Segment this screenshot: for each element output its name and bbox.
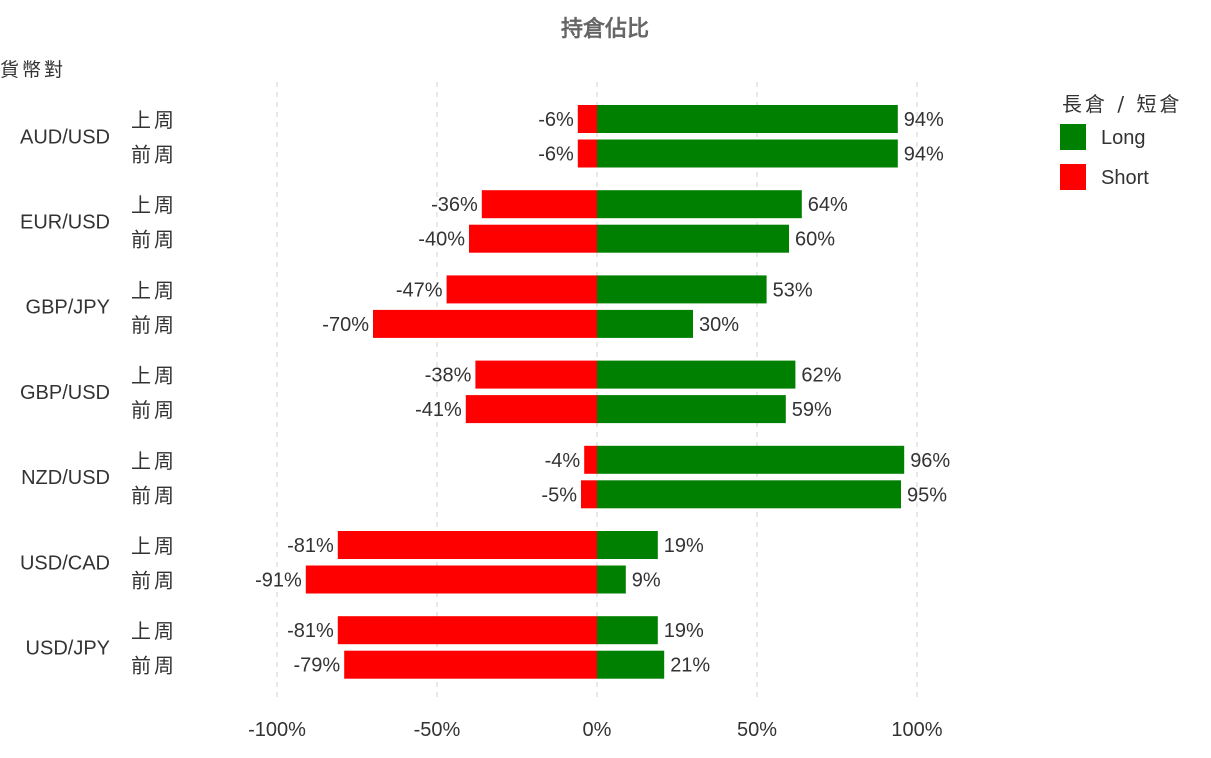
- data-labels: -6% 94% -6% 94% -36% 64% -40% 60% -47% 53% -70% 30%…: [255, 109, 950, 677]
- legend-title: 長倉 / 短倉: [1062, 92, 1182, 116]
- period-label: 前周: [131, 569, 177, 593]
- short-bar: [373, 309, 597, 338]
- short-legend-label: Short: [1101, 167, 1149, 189]
- period-label: 前周: [131, 654, 177, 678]
- short-legend-swatch: [1060, 164, 1086, 190]
- long-value-label: 62%: [801, 365, 841, 387]
- period-label: 上周: [131, 449, 177, 473]
- period-label: 前周: [131, 313, 177, 337]
- short-value-label: -41%: [415, 399, 462, 421]
- period-label: 前周: [131, 228, 177, 252]
- long-bar: [597, 275, 767, 304]
- grid-lines: [276, 82, 918, 702]
- short-bar: [465, 395, 597, 424]
- short-bar: [577, 139, 597, 168]
- long-bar: [597, 616, 658, 645]
- chart-title: 持倉佔比: [561, 16, 649, 42]
- bars: [305, 105, 905, 679]
- short-value-label: -79%: [293, 655, 340, 677]
- long-bar: [597, 480, 901, 509]
- long-value-label: 19%: [664, 535, 704, 557]
- short-bar: [581, 480, 597, 509]
- long-value-label: 30%: [699, 314, 739, 336]
- short-value-label: -5%: [541, 484, 577, 506]
- long-bar: [597, 190, 802, 219]
- long-value-label: 19%: [664, 620, 704, 642]
- short-value-label: -38%: [425, 365, 472, 387]
- pair-label: AUD/USD: [20, 126, 110, 148]
- short-value-label: -70%: [322, 314, 369, 336]
- short-bar: [337, 616, 597, 645]
- long-bar: [597, 650, 665, 679]
- x-tick-label: 0%: [583, 719, 612, 741]
- period-label: 上周: [131, 534, 177, 558]
- pair-label: USD/CAD: [20, 552, 110, 574]
- long-value-label: 94%: [904, 109, 944, 131]
- pair-label: NZD/USD: [21, 467, 110, 489]
- long-value-label: 60%: [795, 229, 835, 251]
- long-value-label: 59%: [792, 399, 832, 421]
- x-axis-ticks: -100% -50% 0% 50% 100%: [248, 719, 943, 741]
- short-bar: [577, 105, 597, 133]
- x-tick-label: -100%: [248, 719, 306, 741]
- long-value-label: 95%: [907, 484, 947, 506]
- period-label: 上周: [131, 193, 177, 217]
- long-value-label: 96%: [910, 450, 950, 472]
- short-value-label: -47%: [396, 279, 443, 301]
- period-label: 上周: [131, 619, 177, 643]
- pair-label: GBP/JPY: [26, 297, 110, 319]
- long-legend-label: Long: [1101, 127, 1146, 149]
- short-value-label: -6%: [538, 109, 574, 131]
- pair-label: USD/JPY: [26, 637, 110, 659]
- pair-label: GBP/USD: [20, 382, 110, 404]
- long-value-label: 53%: [773, 279, 813, 301]
- long-bar: [597, 531, 658, 559]
- short-value-label: -91%: [255, 570, 302, 592]
- long-value-label: 21%: [670, 655, 710, 677]
- period-label: 前周: [131, 398, 177, 422]
- x-tick-label: 100%: [891, 719, 942, 741]
- long-legend-swatch: [1060, 124, 1086, 150]
- long-bar: [597, 565, 626, 594]
- short-bar: [344, 650, 597, 679]
- short-value-label: -81%: [287, 620, 334, 642]
- short-value-label: -81%: [287, 535, 334, 557]
- long-bar: [597, 445, 905, 474]
- period-label: 上周: [131, 364, 177, 388]
- long-bar: [597, 309, 693, 338]
- period-label: 前周: [131, 483, 177, 507]
- short-bar: [481, 190, 597, 219]
- short-bar: [475, 360, 597, 389]
- long-bar: [597, 395, 786, 424]
- long-bar: [597, 224, 789, 253]
- long-value-label: 64%: [808, 194, 848, 216]
- long-bar: [597, 360, 796, 389]
- x-tick-label: -50%: [414, 719, 461, 741]
- pair-label: EUR/USD: [20, 211, 110, 233]
- long-bar: [597, 105, 898, 133]
- period-label: 上周: [131, 108, 177, 132]
- short-bar: [305, 565, 597, 594]
- y-axis-labels: AUD/USD上周前周EUR/USD上周前周GBP/JPY上周前周GBP/USD…: [20, 108, 177, 678]
- short-value-label: -36%: [431, 194, 478, 216]
- legend: 長倉 / 短倉 Long Short: [1060, 92, 1182, 190]
- short-bar: [469, 224, 597, 253]
- short-bar: [584, 445, 597, 474]
- short-bar: [446, 275, 597, 304]
- short-bar: [337, 531, 597, 559]
- long-value-label: 9%: [632, 570, 661, 592]
- short-value-label: -40%: [418, 229, 465, 251]
- long-bar: [597, 139, 898, 168]
- long-value-label: 94%: [904, 144, 944, 166]
- y-axis-title: 貨幣對: [0, 59, 66, 81]
- period-label: 上周: [131, 278, 177, 302]
- period-label: 前周: [131, 143, 177, 167]
- short-value-label: -6%: [538, 144, 574, 166]
- x-tick-label: 50%: [737, 719, 777, 741]
- short-value-label: -4%: [545, 450, 581, 472]
